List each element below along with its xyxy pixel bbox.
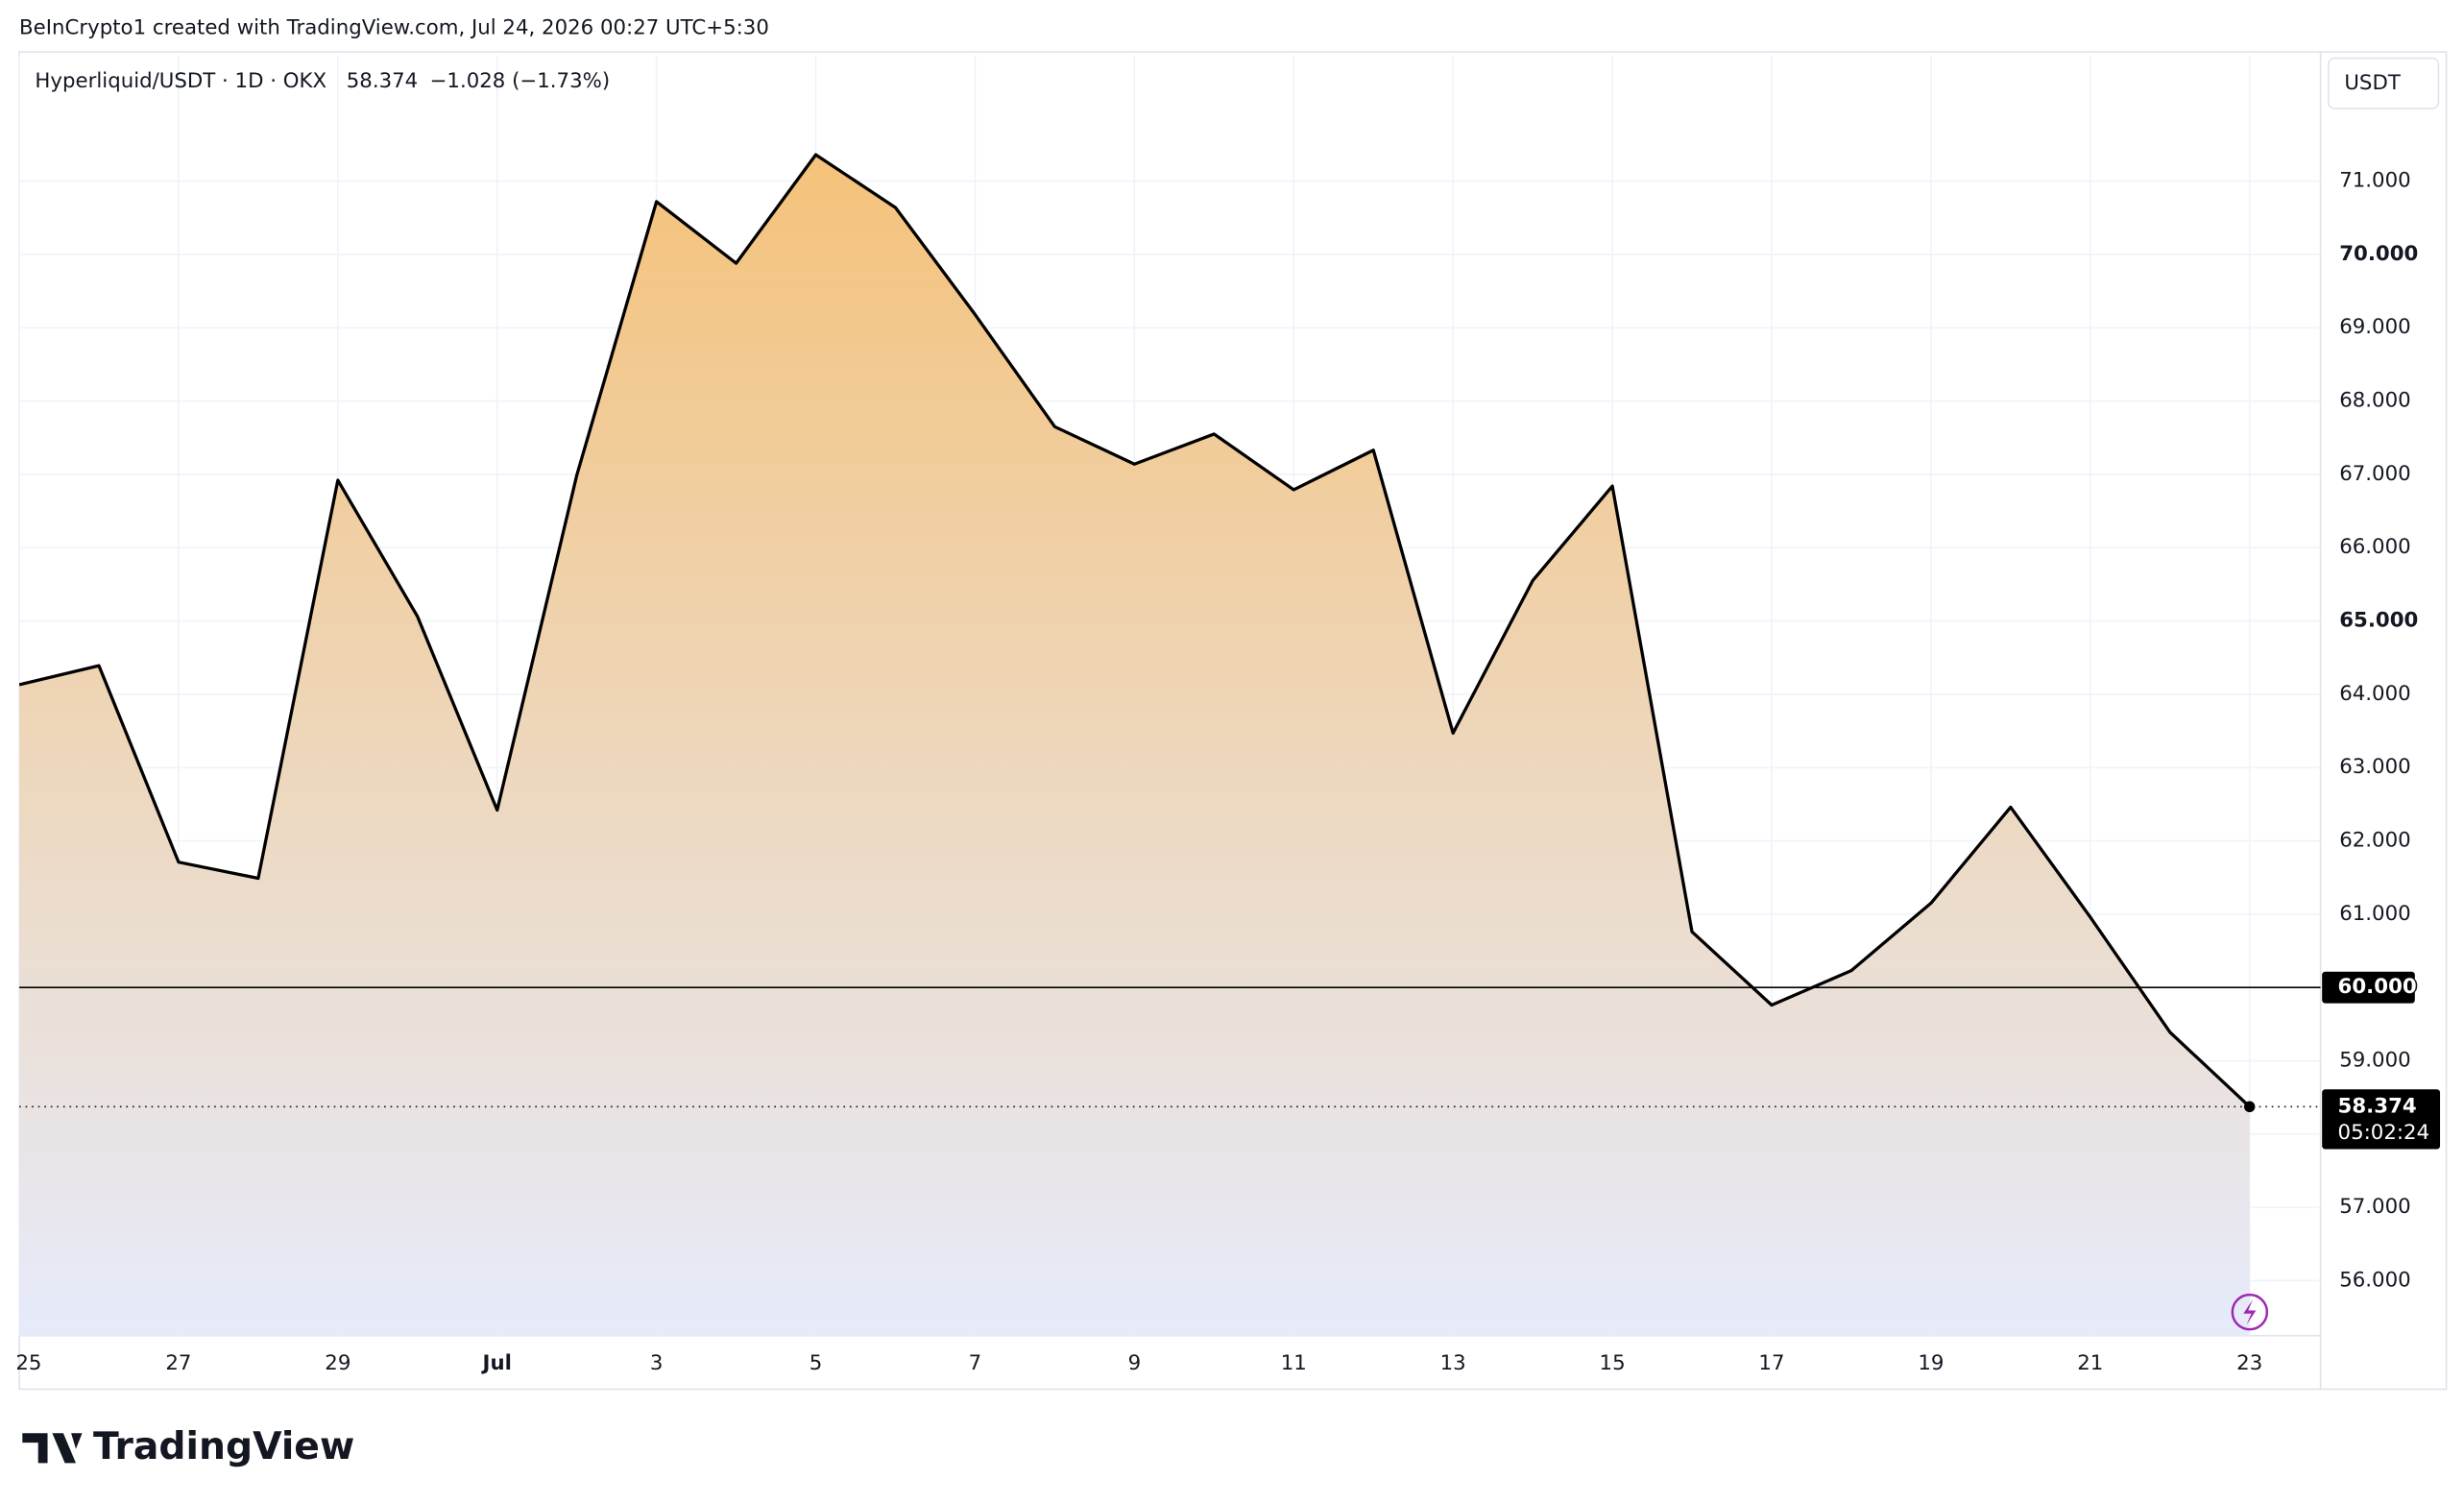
last-price-label: 58.374: [2338, 1094, 2417, 1118]
x-tick-label: 25: [15, 1351, 41, 1375]
x-tick-label: 13: [1440, 1351, 1466, 1375]
y-tick-label: 66.000: [2339, 535, 2410, 559]
x-tick-label: 5: [809, 1351, 823, 1375]
area-fill: [19, 155, 2250, 1336]
y-tick-label: 65.000: [2339, 609, 2418, 633]
x-tick-label: 19: [1918, 1351, 1944, 1375]
legend-change: −1.028 (−1.73%): [430, 69, 611, 93]
lightning-icon[interactable]: [2231, 1293, 2269, 1331]
y-tick-label: 59.000: [2339, 1049, 2410, 1073]
x-tick-label: 9: [1128, 1351, 1142, 1375]
y-tick-label: 64.000: [2339, 682, 2410, 706]
y-tick-label: 70.000: [2339, 242, 2418, 266]
x-tick-label: Jul: [481, 1351, 512, 1375]
x-tick-label: 21: [2077, 1351, 2103, 1375]
logo-mark: [22, 1433, 83, 1464]
attribution: BeInCrypto1 created with TradingView.com…: [19, 15, 769, 39]
last-point: [2243, 1101, 2256, 1113]
currency-label[interactable]: USDT: [2344, 71, 2401, 95]
y-tick-label: 61.000: [2339, 902, 2410, 926]
last-price-badge: [2322, 1089, 2441, 1150]
x-tick-label: 11: [1281, 1351, 1307, 1375]
x-tick-label: 27: [165, 1351, 191, 1375]
logo-text: TradingView: [93, 1425, 354, 1468]
level-label: 60.000: [2338, 975, 2417, 999]
price-line: [19, 153, 2251, 1108]
y-tick-label: 69.000: [2339, 315, 2410, 339]
x-tick-label: 29: [325, 1351, 350, 1375]
y-tick-label: 57.000: [2339, 1195, 2410, 1219]
y-tick-label: 63.000: [2339, 755, 2410, 779]
symbol-legend: Hyperliquid/USDT · 1D · OKX: [35, 69, 326, 93]
currency-button[interactable]: [2327, 57, 2440, 109]
lightning-bolt: [2243, 1299, 2257, 1325]
x-tick-label: 7: [969, 1351, 982, 1375]
x-tick-label: 17: [1758, 1351, 1784, 1375]
y-tick-label: 68.000: [2339, 389, 2410, 413]
countdown-label: 05:02:24: [2338, 1121, 2430, 1145]
legend-last: 58.374: [347, 69, 418, 93]
x-tick-label: 3: [650, 1351, 664, 1375]
x-tick-label: 15: [1600, 1351, 1626, 1375]
y-tick-label: 67.000: [2339, 462, 2410, 486]
y-tick-label: 62.000: [2339, 829, 2410, 853]
x-tick-label: 23: [2236, 1351, 2262, 1375]
y-tick-label: 56.000: [2339, 1268, 2410, 1292]
level-badge: [2322, 971, 2415, 1004]
y-tick-label: 71.000: [2339, 169, 2410, 193]
